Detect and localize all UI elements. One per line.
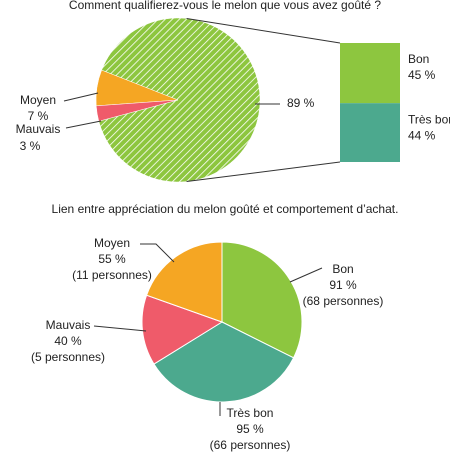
value-label: 45 % bbox=[408, 68, 436, 82]
detail-label: (11 personnes) bbox=[72, 268, 152, 282]
slice-label: Bon bbox=[332, 262, 353, 276]
leader-line bbox=[140, 243, 175, 263]
value-label: 40 % bbox=[54, 334, 82, 348]
value-label: 89 % bbox=[287, 96, 315, 110]
leader-line bbox=[63, 92, 99, 102]
value-label: 95 % bbox=[236, 422, 264, 436]
leader-line bbox=[186, 161, 341, 183]
segment-label: Très bon bbox=[408, 112, 450, 126]
bar-segment bbox=[340, 103, 400, 162]
pie-slice bbox=[153, 321, 295, 403]
leader-line bbox=[93, 325, 147, 332]
slice-label: Moyen bbox=[20, 93, 56, 107]
leader-line bbox=[65, 120, 102, 129]
chart-title: Comment qualifierez-vous le melon que vo… bbox=[69, 0, 381, 12]
segment-label: Bon bbox=[408, 52, 429, 66]
detail-label: (5 personnes) bbox=[31, 350, 105, 364]
detail-label: (68 personnes) bbox=[303, 294, 384, 308]
leader-line bbox=[289, 267, 323, 283]
detail-label: (66 personnes) bbox=[210, 438, 291, 452]
value-label: 3 % bbox=[20, 139, 41, 153]
pie-slice bbox=[221, 241, 303, 359]
value-label: 91 % bbox=[329, 278, 357, 292]
pie-slice bbox=[145, 241, 223, 323]
slice-label: Mauvais bbox=[46, 318, 91, 332]
value-label: 55 % bbox=[98, 252, 126, 266]
slice-label: Mauvais bbox=[16, 122, 61, 136]
slice-label: Très bon bbox=[227, 406, 274, 420]
bar-segment bbox=[340, 43, 400, 104]
chart-title: Lien entre appréciation du melon goûté e… bbox=[52, 202, 399, 216]
leader-line bbox=[186, 17, 341, 44]
slice-label: Moyen bbox=[94, 236, 130, 250]
pie-slice bbox=[98, 17, 261, 183]
value-label: 44 % bbox=[408, 128, 436, 142]
value-label: 7 % bbox=[28, 109, 49, 123]
